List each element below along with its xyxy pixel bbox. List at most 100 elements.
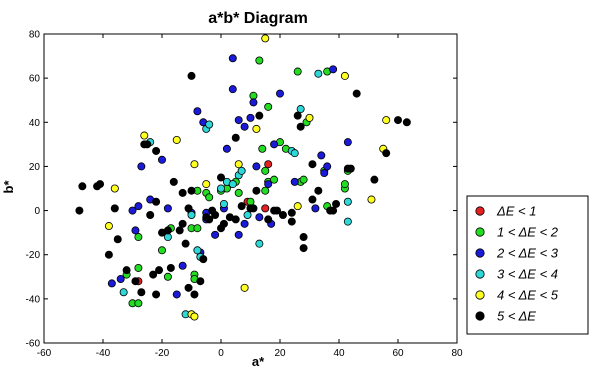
data-point-series-6 <box>293 111 302 120</box>
legend-entry-label: ΔE < 1 <box>496 204 536 219</box>
data-point-series-6 <box>196 277 205 286</box>
x-tick-label: -40 <box>96 348 111 359</box>
y-tick-label: 40 <box>29 118 41 129</box>
data-point-series-4 <box>243 210 252 219</box>
data-point-series-2 <box>264 102 273 111</box>
data-point-series-6 <box>178 219 187 228</box>
data-point-series-3 <box>211 230 220 239</box>
data-point-series-4 <box>255 239 264 248</box>
data-point-series-6 <box>187 186 196 195</box>
data-point-series-6 <box>264 215 273 224</box>
y-tick-label: -20 <box>26 250 41 261</box>
data-point-series-4 <box>187 210 196 219</box>
data-point-series-5 <box>234 160 243 169</box>
data-point-series-3 <box>134 202 143 211</box>
data-point-series-2 <box>246 197 255 206</box>
data-point-series-3 <box>311 204 320 213</box>
data-point-series-5 <box>252 124 261 133</box>
data-point-series-4 <box>290 149 299 158</box>
data-point-series-3 <box>163 204 172 213</box>
data-point-series-3 <box>343 138 352 147</box>
data-point-series-6 <box>216 173 225 182</box>
legend-entry-label: 4 < ΔE < 5 <box>497 288 559 303</box>
legend-marker <box>475 227 485 237</box>
data-point-series-3 <box>275 89 284 98</box>
data-point-series-5 <box>202 180 211 189</box>
x-tick-label: 80 <box>451 348 463 359</box>
data-point-series-5 <box>293 202 302 211</box>
data-point-series-6 <box>78 182 87 191</box>
data-point-series-3 <box>137 162 146 171</box>
data-point-series-5 <box>240 283 249 292</box>
data-point-series-6 <box>211 210 220 219</box>
data-point-series-5 <box>340 71 349 80</box>
data-point-series-2 <box>299 175 308 184</box>
data-point-series-3 <box>323 162 332 171</box>
data-point-series-4 <box>205 120 214 129</box>
legend-marker <box>475 206 485 216</box>
data-point-series-4 <box>343 217 352 226</box>
legend-box <box>466 195 589 335</box>
data-point-series-6 <box>237 202 246 211</box>
data-point-series-6 <box>175 226 184 235</box>
data-point-series-6 <box>181 239 190 248</box>
data-point-series-2 <box>134 263 143 272</box>
data-point-series-4 <box>216 184 225 193</box>
x-tick-label: 0 <box>218 348 224 359</box>
data-point-series-6 <box>169 177 178 186</box>
data-point-series-6 <box>278 210 287 219</box>
data-point-series-4 <box>314 69 323 78</box>
data-point-series-6 <box>255 111 264 120</box>
data-point-series-2 <box>261 166 270 175</box>
data-point-series-6 <box>370 175 379 184</box>
data-point-series-6 <box>299 244 308 253</box>
data-point-series-6 <box>231 215 240 224</box>
data-point-series-2 <box>205 193 214 202</box>
data-point-series-4 <box>343 197 352 206</box>
x-tick-label: -60 <box>37 348 52 359</box>
y-tick-label: 80 <box>29 30 41 41</box>
data-point-series-6 <box>184 283 193 292</box>
data-point-series-2 <box>293 67 302 76</box>
data-point-series-3 <box>317 151 326 160</box>
data-point-series-2 <box>340 180 349 189</box>
data-point-series-6 <box>205 215 214 224</box>
data-point-series-3 <box>228 54 237 63</box>
data-point-series-3 <box>131 226 140 235</box>
data-point-series-6 <box>296 122 305 131</box>
data-point-series-2 <box>255 56 264 65</box>
data-point-series-6 <box>113 235 122 244</box>
data-point-series-6 <box>299 233 308 242</box>
data-point-series-5 <box>367 195 376 204</box>
data-point-series-3 <box>107 279 116 288</box>
legend-marker <box>475 311 485 321</box>
data-point-series-5 <box>261 34 270 43</box>
y-tick-label: -40 <box>26 294 41 305</box>
data-point-series-5 <box>110 184 119 193</box>
data-point-series-2 <box>261 186 270 195</box>
data-point-series-3 <box>222 144 231 153</box>
data-point-series-6 <box>287 217 296 226</box>
data-point-series-2 <box>249 91 258 100</box>
data-point-series-6 <box>149 270 158 279</box>
data-point-series-3 <box>320 169 329 178</box>
data-point-series-3 <box>228 85 237 94</box>
data-point-series-3 <box>193 107 202 116</box>
legend-entry-label: 1 < ΔE < 2 <box>497 225 559 240</box>
data-point-series-3 <box>249 98 258 107</box>
data-point-series-6 <box>152 290 161 299</box>
data-point-series-6 <box>131 277 140 286</box>
x-tick-label: 60 <box>392 348 404 359</box>
data-point-series-6 <box>75 206 84 215</box>
x-tick-label: -20 <box>155 348 170 359</box>
data-point-series-3 <box>290 177 299 186</box>
data-point-series-5 <box>305 113 314 122</box>
data-point-series-6 <box>352 89 361 98</box>
data-point-series-6 <box>184 204 193 213</box>
data-point-series-6 <box>137 288 146 297</box>
data-point-series-2 <box>134 299 143 308</box>
data-point-series-3 <box>234 116 243 125</box>
data-point-series-6 <box>249 204 258 213</box>
data-point-series-3 <box>240 219 249 228</box>
data-point-series-3 <box>270 140 279 149</box>
